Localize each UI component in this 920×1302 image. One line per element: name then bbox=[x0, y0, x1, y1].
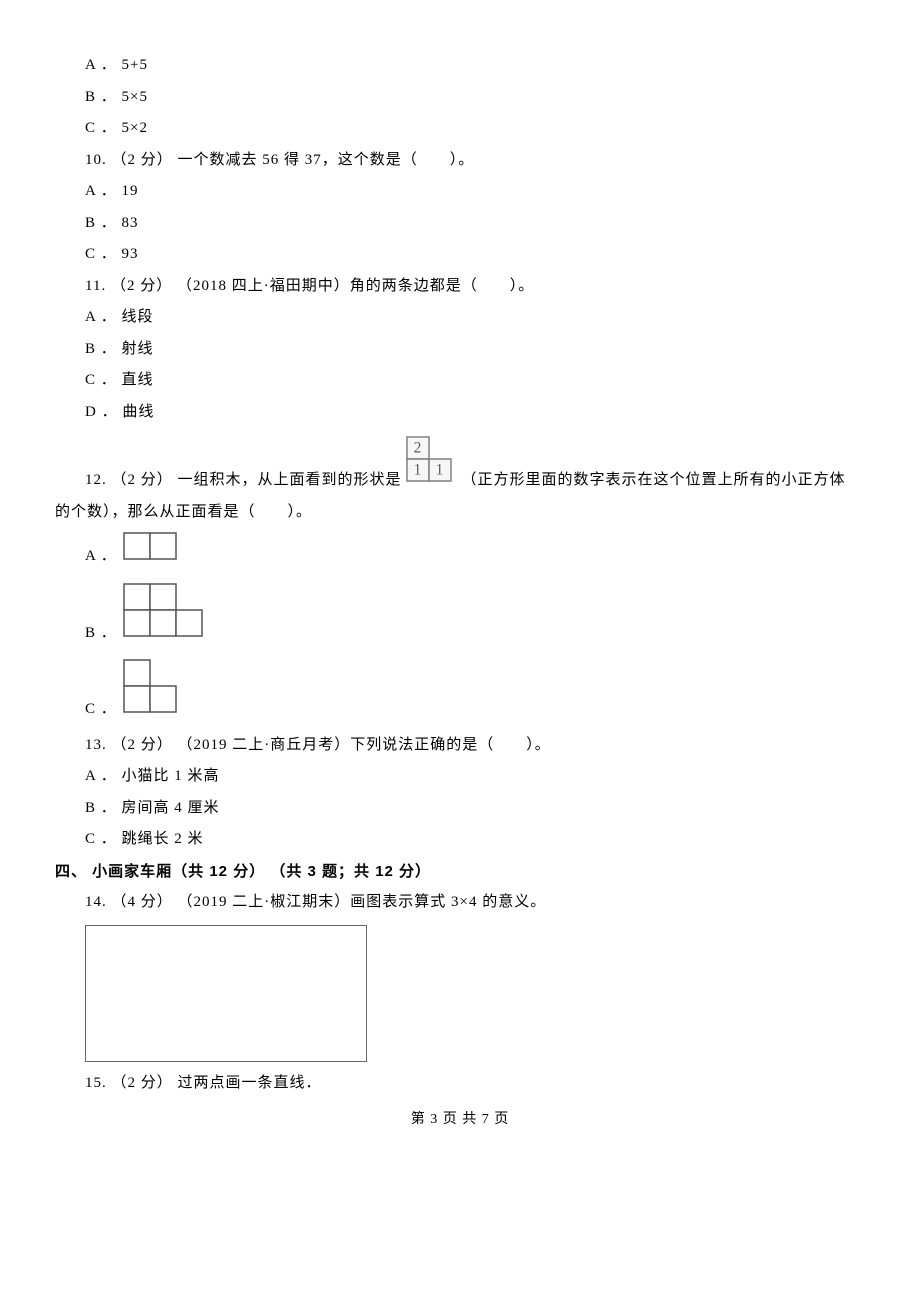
q11-option-d: D ． 曲线 bbox=[55, 397, 865, 429]
page-footer: 第 3 页 共 7 页 bbox=[55, 1105, 865, 1134]
q12-option-c-shape-icon bbox=[123, 659, 177, 726]
q15-stem: 15. （2 分） 过两点画一条直线． bbox=[55, 1068, 865, 1100]
q9-option-c: C ． 5×2 bbox=[55, 113, 865, 145]
q10-option-c: C ． 93 bbox=[55, 239, 865, 271]
q12-stem-line2: 的个数），那么从正面看是（ ）。 bbox=[55, 497, 865, 529]
q14-answer-box bbox=[85, 925, 367, 1062]
q12-option-a: A ． bbox=[55, 532, 865, 573]
q13-option-c: C ． 跳绳长 2 米 bbox=[55, 824, 865, 856]
q12-option-c: C ． bbox=[55, 659, 865, 726]
q13-option-a: A ． 小猫比 1 米高 bbox=[55, 761, 865, 793]
q12-top-view-icon: 211 bbox=[406, 436, 452, 495]
q12-stem-line1: 12. （2 分） 一组积木，从上面看到的形状是 211 （正方形里面的数字表示… bbox=[55, 436, 865, 497]
q13-option-b: B ． 房间高 4 厘米 bbox=[55, 793, 865, 825]
section-4-heading: 四、 小画家车厢（共 12 分） （共 3 题；共 12 分） bbox=[55, 856, 865, 888]
q12-option-a-shape-icon bbox=[123, 532, 177, 573]
q10-option-b: B ． 83 bbox=[55, 208, 865, 240]
q10-stem: 10. （2 分） 一个数减去 56 得 37，这个数是（ ）。 bbox=[55, 145, 865, 177]
svg-text:1: 1 bbox=[413, 462, 422, 479]
q13-stem: 13. （2 分） （2019 二上·商丘月考）下列说法正确的是（ ）。 bbox=[55, 730, 865, 762]
q12-option-b: B ． bbox=[55, 583, 865, 650]
q9-option-a: A ． 5+5 bbox=[55, 50, 865, 82]
q11-option-a: A ． 线段 bbox=[55, 302, 865, 334]
q12-post-text: （正方形里面的数字表示在这个位置上所有的小正方体 bbox=[462, 465, 846, 497]
svg-text:1: 1 bbox=[435, 462, 444, 479]
q12-pre-text: 12. （2 分） 一组积木，从上面看到的形状是 bbox=[85, 465, 402, 497]
q11-option-c: C ． 直线 bbox=[55, 365, 865, 397]
q11-option-b: B ． 射线 bbox=[55, 334, 865, 366]
q12-option-b-shape-icon bbox=[123, 583, 203, 650]
q10-option-a: A ． 19 bbox=[55, 176, 865, 208]
q9-option-b: B ． 5×5 bbox=[55, 82, 865, 114]
q12-option-c-label: C ． bbox=[85, 694, 117, 726]
q12-option-b-label: B ． bbox=[85, 618, 117, 650]
q14-stem: 14. （4 分） （2019 二上·椒江期末）画图表示算式 3×4 的意义。 bbox=[55, 887, 865, 919]
q11-stem: 11. （2 分） （2018 四上·福田期中）角的两条边都是（ ）。 bbox=[55, 271, 865, 303]
svg-text:2: 2 bbox=[413, 440, 422, 457]
q12-option-a-label: A ． bbox=[85, 541, 117, 573]
